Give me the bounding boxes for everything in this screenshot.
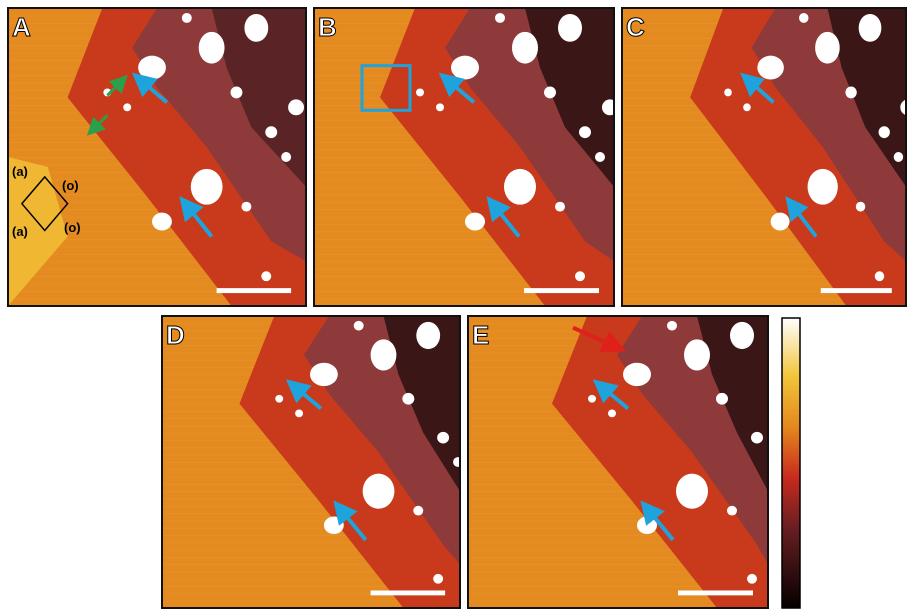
lattice-label: (o) [62, 178, 79, 193]
island [451, 56, 479, 80]
island [727, 506, 737, 516]
island [879, 126, 890, 138]
island [751, 432, 763, 444]
island [182, 13, 192, 23]
panel-label: A [12, 12, 31, 42]
stm-image [314, 8, 618, 306]
island [275, 395, 283, 403]
island [152, 213, 172, 231]
stm-image [162, 316, 476, 608]
island [602, 99, 618, 115]
scale-bar [524, 288, 599, 293]
island [504, 169, 536, 205]
island [324, 517, 344, 535]
island [579, 126, 591, 138]
island [402, 393, 414, 405]
island [433, 574, 443, 584]
island [512, 32, 538, 64]
lattice-label: (o) [64, 220, 81, 235]
island [676, 474, 708, 509]
island [295, 409, 303, 417]
island [608, 409, 616, 417]
island [575, 271, 585, 281]
island [743, 103, 751, 111]
island [199, 32, 225, 64]
island [859, 14, 882, 42]
island [684, 339, 710, 370]
lattice-label: (a) [12, 164, 28, 179]
island [288, 99, 304, 115]
island [310, 363, 338, 386]
scale-bar [678, 590, 753, 595]
island [436, 103, 444, 111]
island [231, 86, 243, 98]
island [815, 32, 840, 64]
island [875, 271, 884, 281]
island [281, 152, 291, 162]
island [588, 395, 596, 403]
island [191, 169, 223, 205]
island [437, 432, 449, 444]
island [413, 506, 423, 516]
island [623, 363, 651, 386]
island [716, 393, 728, 405]
scale-bar [371, 590, 446, 595]
island [265, 126, 277, 138]
island [558, 14, 582, 42]
stm-image [468, 316, 790, 608]
island [757, 56, 784, 80]
panel-label: D [166, 320, 185, 350]
stm-image [8, 8, 306, 306]
island [453, 457, 463, 467]
island [371, 339, 397, 370]
island [416, 88, 424, 96]
island [894, 152, 903, 162]
island [724, 88, 732, 96]
panel-label: E [472, 320, 489, 350]
island [123, 103, 131, 111]
island [465, 213, 485, 231]
island [747, 574, 757, 584]
stm-image [622, 8, 908, 306]
island [845, 86, 856, 98]
island [730, 322, 754, 349]
color-bar [782, 318, 800, 608]
island [544, 86, 556, 98]
island [261, 271, 271, 281]
island [416, 322, 440, 349]
panel-label: B [318, 12, 337, 42]
island [354, 321, 364, 331]
figure: A B C D E (a) (o) (a) (o) [0, 0, 908, 612]
island [667, 321, 677, 331]
island [555, 202, 565, 212]
island [799, 13, 808, 23]
scale-bar [217, 288, 292, 293]
island [495, 13, 505, 23]
island [771, 213, 790, 231]
lattice-label: (a) [12, 224, 28, 239]
island [595, 152, 605, 162]
island [808, 169, 838, 205]
island [363, 474, 395, 509]
island [241, 202, 251, 212]
scale-bar [821, 288, 892, 293]
island [244, 14, 268, 42]
island [856, 202, 865, 212]
island [138, 56, 166, 80]
panel-label: C [626, 12, 645, 42]
